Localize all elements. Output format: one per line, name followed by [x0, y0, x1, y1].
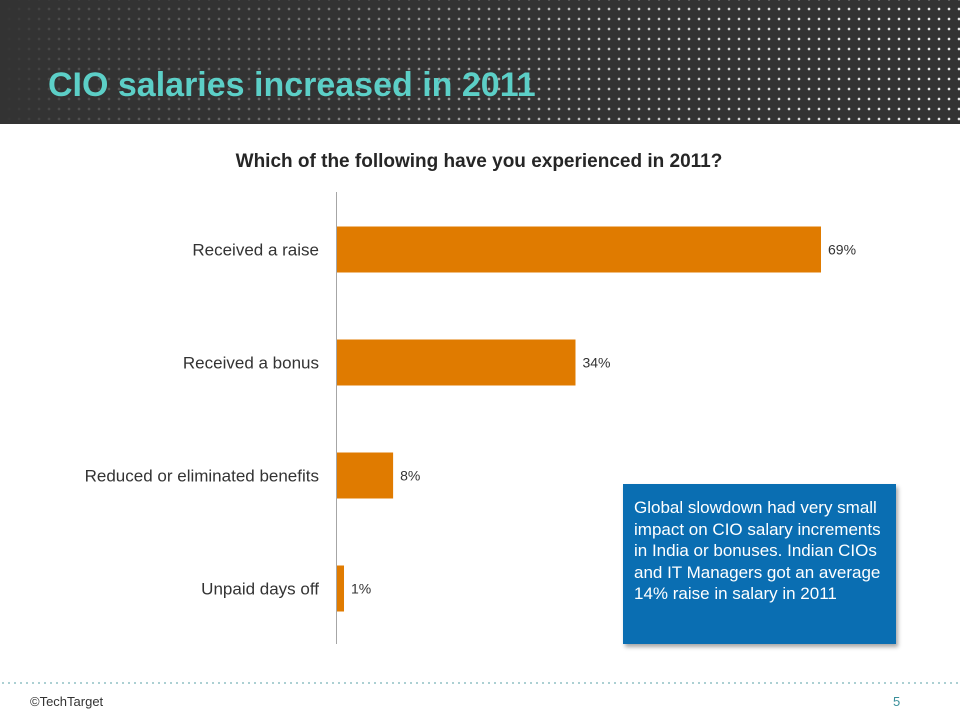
chart-title-text: Which of the following have you experien…	[235, 151, 723, 172]
callout-box: Global slowdown had very small impact on…	[623, 484, 896, 644]
page-number: 5	[893, 694, 901, 709]
data-label: 34%	[582, 355, 610, 371]
data-label: 69%	[828, 242, 856, 258]
bar-2	[337, 452, 394, 499]
footer-divider	[0, 682, 960, 684]
copyright-text: ©TechTarget	[30, 694, 104, 709]
category-label: Received a bonus	[183, 354, 319, 373]
category-label: Unpaid days off	[201, 580, 319, 599]
dot-pattern	[0, 0, 960, 124]
slide-title: CIO salaries increased in 2011	[48, 66, 536, 104]
bar-1	[337, 339, 576, 386]
category-label: Received a raise	[192, 241, 319, 260]
chart-title: Which of the following have you experien…	[0, 151, 960, 173]
bar-3	[337, 565, 345, 612]
header-band: CIO salaries increased in 2011	[0, 0, 960, 124]
data-label: 1%	[351, 581, 371, 597]
data-label: 8%	[400, 468, 420, 484]
bar-0	[337, 226, 821, 273]
category-label: Reduced or eliminated benefits	[85, 467, 319, 486]
